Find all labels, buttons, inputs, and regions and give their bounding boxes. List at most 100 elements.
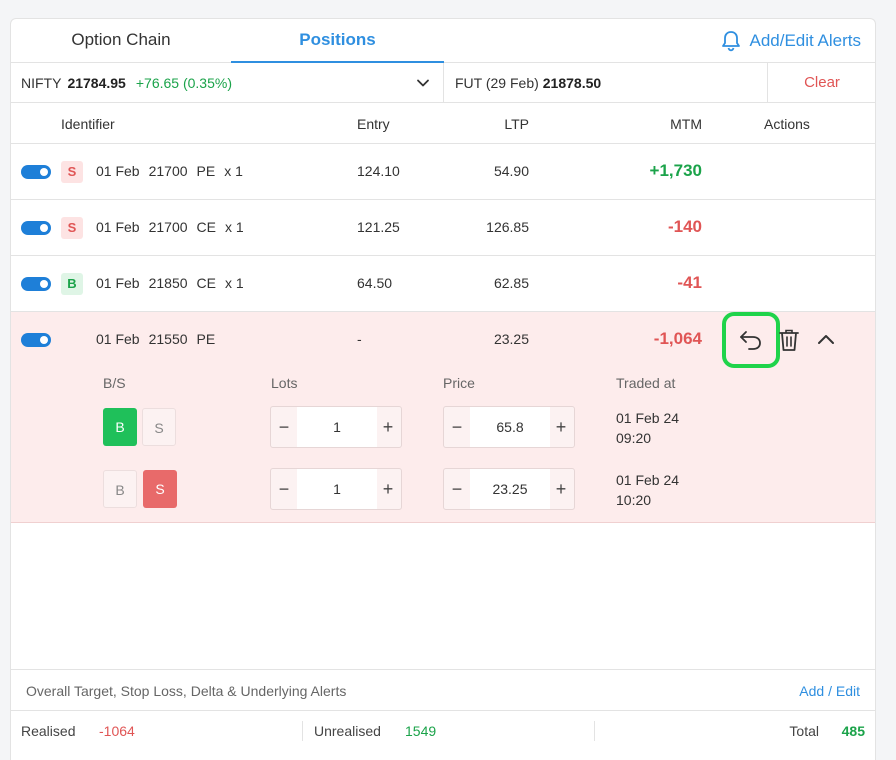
pnl-summary: Realised -1064 Unrealised 1549 Total 485 xyxy=(11,711,875,751)
traded-time: 09:20 xyxy=(616,430,652,446)
add-edit-link[interactable]: Add / Edit xyxy=(799,683,860,699)
underlying-change: +76.65 (0.35%) xyxy=(135,75,232,91)
table-header: Identifier Entry LTP MTM Actions xyxy=(11,104,875,144)
alerts-description: Overall Target, Stop Loss, Delta & Under… xyxy=(26,683,347,699)
tab-bar: Option Chain Positions Add/Edit Alerts xyxy=(11,19,875,63)
underlying-price: 21784.95 xyxy=(67,75,126,91)
col-actions: Actions xyxy=(764,116,810,132)
position-toggle[interactable] xyxy=(21,277,51,291)
realised-value: -1064 xyxy=(99,723,135,739)
position-toggle[interactable] xyxy=(21,333,51,347)
table-row[interactable]: S 01 Feb 21700 CE x 1 121.25 126.85 -140 xyxy=(11,200,875,256)
delete-button[interactable] xyxy=(778,328,800,352)
col-ltp: LTP xyxy=(504,116,529,132)
ltp-value: 126.85 xyxy=(486,219,529,235)
add-edit-alerts-label: Add/Edit Alerts xyxy=(749,31,861,50)
leg-sell-button[interactable]: S xyxy=(142,408,176,446)
lots-increment-button[interactable]: + xyxy=(382,479,394,499)
ltp-value: 54.90 xyxy=(493,163,529,179)
table-row[interactable]: S 01 Feb 21700 PE x 1 124.10 54.90 +1,730 xyxy=(11,144,875,200)
position-identifier: 01 Feb 21850 CE x 1 xyxy=(96,275,253,291)
position-type: PE xyxy=(196,163,216,179)
top-strip xyxy=(0,0,896,10)
undo-button[interactable] xyxy=(722,312,780,368)
position-strike: 21700 xyxy=(148,163,188,179)
position-strike: 21550 xyxy=(148,331,188,347)
col-mtm: MTM xyxy=(670,116,702,132)
col-entry: Entry xyxy=(357,116,390,132)
realised-label: Realised xyxy=(21,723,76,739)
entry-price: 121.25 xyxy=(357,219,400,235)
buy-tag: B xyxy=(61,273,83,295)
position-type: PE xyxy=(196,331,216,347)
price-decrement-button[interactable]: − xyxy=(451,479,463,499)
position-date: 01 Feb xyxy=(96,219,140,235)
position-type: CE xyxy=(196,275,216,291)
unrealised-value: 1549 xyxy=(405,723,437,739)
mtm-value: +1,730 xyxy=(649,161,702,180)
leg-buy-button[interactable]: B xyxy=(103,408,137,446)
collapse-button[interactable] xyxy=(815,330,837,350)
futures-price: FUT (29 Feb) 21878.50 xyxy=(445,63,768,103)
add-edit-alerts-link[interactable]: Add/Edit Alerts xyxy=(721,29,861,53)
lots-input[interactable] xyxy=(297,469,377,509)
leg-buy-button[interactable]: B xyxy=(103,470,137,508)
lots-decrement-button[interactable]: − xyxy=(278,417,290,437)
position-toggle[interactable] xyxy=(21,165,51,179)
sell-tag: S xyxy=(61,217,83,239)
traded-date: 01 Feb 24 xyxy=(616,472,680,488)
traded-at: 01 Feb 24 10:20 xyxy=(616,470,679,510)
divider xyxy=(594,721,595,741)
position-qty: x 1 xyxy=(224,219,244,235)
tab-positions[interactable]: Positions xyxy=(231,19,444,63)
mtm-value: -41 xyxy=(677,273,702,292)
position-type: CE xyxy=(196,219,216,235)
trash-icon xyxy=(779,329,799,351)
position-toggle[interactable] xyxy=(21,221,51,235)
position-identifier: 01 Feb 21700 PE x 1 xyxy=(96,163,252,179)
position-identifier: 01 Feb 21550 PE xyxy=(96,331,224,347)
table-row[interactable]: B 01 Feb 21850 CE x 1 64.50 62.85 -41 xyxy=(11,256,875,312)
price-increment-button[interactable]: + xyxy=(555,417,567,437)
col-identifier: Identifier xyxy=(61,116,115,132)
entry-price: - xyxy=(357,331,362,347)
ticker-row: NIFTY 21784.95 +76.65 (0.35%) FUT (29 Fe… xyxy=(11,63,875,103)
legs-header-traded-at: Traded at xyxy=(616,375,676,391)
tab-option-chain[interactable]: Option Chain xyxy=(71,30,171,49)
entry-price: 64.50 xyxy=(357,275,393,291)
lots-increment-button[interactable]: + xyxy=(382,417,394,437)
leg-sell-button[interactable]: S xyxy=(143,470,177,508)
price-input[interactable] xyxy=(470,407,550,447)
unrealised-label: Unrealised xyxy=(314,723,381,739)
price-stepper: − + xyxy=(443,406,575,448)
alerts-bar: Overall Target, Stop Loss, Delta & Under… xyxy=(11,669,875,711)
chevron-down-icon xyxy=(417,79,429,87)
price-input[interactable] xyxy=(470,469,550,509)
lots-decrement-button[interactable]: − xyxy=(278,479,290,499)
positions-panel: Option Chain Positions Add/Edit Alerts N… xyxy=(10,18,876,760)
underlying-selector[interactable]: NIFTY 21784.95 +76.65 (0.35%) xyxy=(11,63,444,103)
lots-input[interactable] xyxy=(297,407,377,447)
position-strike: 21700 xyxy=(148,219,188,235)
price-increment-button[interactable]: + xyxy=(555,479,567,499)
table-row-expanded[interactable]: 01 Feb 21550 PE - 23.25 -1,064 xyxy=(11,312,875,368)
price-decrement-button[interactable]: − xyxy=(451,417,463,437)
traded-time: 10:20 xyxy=(616,492,652,508)
position-qty: x 1 xyxy=(224,163,243,179)
ltp-value: 62.85 xyxy=(493,275,529,291)
underlying-name: NIFTY xyxy=(21,75,62,91)
position-legs: B/S Lots Price Traded at B S − + − + 01 … xyxy=(11,368,875,523)
clear-button[interactable]: Clear xyxy=(804,74,840,91)
legs-header-price: Price xyxy=(443,375,475,391)
lots-stepper: − + xyxy=(270,468,402,510)
futures-label: FUT (29 Feb) xyxy=(455,75,539,91)
position-date: 01 Feb xyxy=(96,331,140,347)
chevron-up-icon xyxy=(818,335,834,344)
price-stepper: − + xyxy=(443,468,575,510)
total-label: Total xyxy=(789,723,819,739)
legs-header-bs: B/S xyxy=(103,375,126,391)
position-date: 01 Feb xyxy=(96,163,140,179)
mtm-value: -140 xyxy=(667,217,702,236)
legs-header-lots: Lots xyxy=(271,375,298,391)
traded-at: 01 Feb 24 09:20 xyxy=(616,408,679,448)
